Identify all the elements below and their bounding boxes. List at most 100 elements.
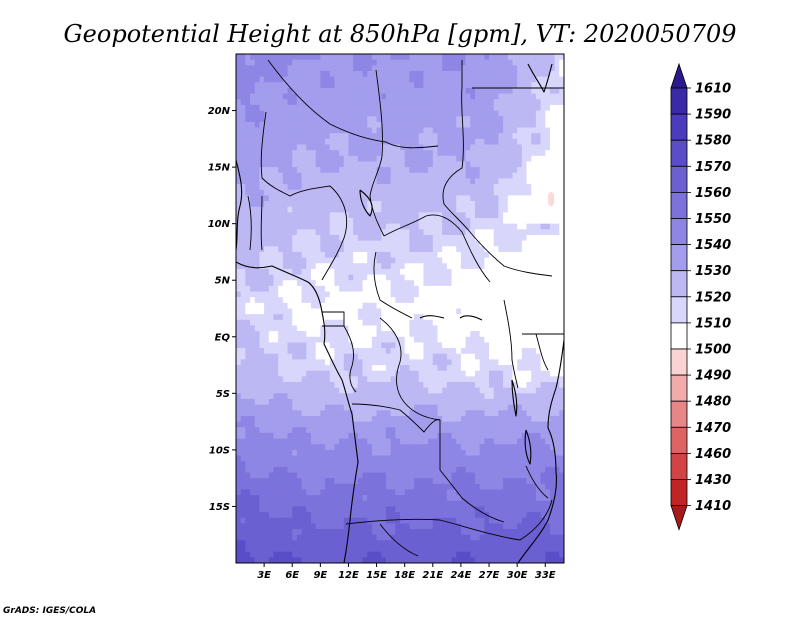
field-cell bbox=[437, 150, 443, 157]
field-cell bbox=[526, 229, 532, 236]
field-cell bbox=[549, 246, 556, 253]
field-cell bbox=[554, 59, 560, 66]
field-cell bbox=[400, 404, 406, 411]
field-cell bbox=[437, 195, 443, 202]
field-cell bbox=[465, 404, 471, 411]
field-cell bbox=[287, 110, 293, 117]
field-cell bbox=[484, 382, 490, 389]
field-cell bbox=[437, 76, 443, 83]
field-cell bbox=[554, 365, 560, 372]
field-cell bbox=[531, 393, 537, 400]
field-cell bbox=[371, 54, 378, 61]
field-cell bbox=[296, 161, 303, 168]
field-cell bbox=[479, 76, 485, 83]
field-cell bbox=[545, 240, 551, 247]
field-cell bbox=[428, 155, 434, 163]
field-cell bbox=[559, 206, 564, 213]
field-cell bbox=[545, 359, 551, 366]
field-cell bbox=[301, 415, 307, 423]
field-cell bbox=[479, 246, 485, 253]
field-cell bbox=[329, 444, 335, 451]
field-cell bbox=[329, 370, 335, 377]
field-cell bbox=[357, 251, 364, 259]
field-cell bbox=[320, 206, 326, 213]
field-cell bbox=[348, 393, 354, 400]
field-cell bbox=[428, 404, 434, 411]
field-cell bbox=[549, 376, 556, 383]
field-cell bbox=[390, 218, 396, 225]
field-cell bbox=[296, 59, 303, 66]
field-cell bbox=[310, 410, 317, 417]
field-cell bbox=[362, 427, 368, 434]
field-cell bbox=[385, 444, 392, 451]
field-cell bbox=[315, 410, 321, 417]
field-cell bbox=[512, 70, 518, 78]
field-cell bbox=[549, 178, 556, 185]
field-cell bbox=[268, 110, 275, 117]
field-cell bbox=[287, 285, 293, 293]
field-cell bbox=[498, 167, 504, 174]
field-cell bbox=[446, 268, 453, 276]
field-cell bbox=[503, 104, 509, 112]
field-cell bbox=[236, 331, 242, 338]
field-cell bbox=[446, 387, 453, 394]
field-cell bbox=[559, 421, 564, 428]
field-cell bbox=[465, 104, 471, 112]
field-cell bbox=[264, 325, 270, 332]
field-cell bbox=[334, 144, 340, 151]
field-cell bbox=[292, 76, 298, 83]
field-cell bbox=[446, 370, 453, 377]
field-cell bbox=[531, 297, 537, 304]
field-cell bbox=[367, 263, 373, 270]
field-cell bbox=[306, 234, 312, 242]
field-cell bbox=[498, 415, 504, 423]
field-cell bbox=[414, 155, 420, 163]
field-cell bbox=[465, 178, 471, 185]
field-cell bbox=[470, 59, 476, 66]
field-cell bbox=[437, 359, 443, 366]
field-cell bbox=[362, 99, 368, 106]
field-cell bbox=[245, 449, 251, 457]
field-cell bbox=[521, 104, 528, 112]
field-cell bbox=[334, 70, 340, 78]
field-cell bbox=[451, 444, 457, 451]
field-cell bbox=[245, 274, 251, 281]
field-cell bbox=[559, 150, 564, 157]
field-cell bbox=[498, 331, 504, 338]
field-cell bbox=[320, 291, 326, 298]
field-cell bbox=[517, 393, 523, 400]
field-cell bbox=[498, 376, 504, 383]
field-cell bbox=[400, 155, 406, 163]
field-cell bbox=[357, 178, 364, 185]
field-cell bbox=[414, 150, 420, 157]
field-cell bbox=[250, 449, 256, 457]
field-cell bbox=[353, 229, 359, 236]
field-cell bbox=[526, 99, 532, 106]
field-cell bbox=[540, 251, 546, 259]
field-cell bbox=[507, 155, 514, 163]
field-cell bbox=[549, 104, 556, 112]
field-cell bbox=[282, 427, 289, 434]
field-cell bbox=[264, 76, 270, 83]
field-cell bbox=[489, 178, 495, 185]
field-cell bbox=[245, 415, 251, 423]
field-cell bbox=[296, 444, 303, 451]
field-cell bbox=[329, 54, 335, 61]
field-cell bbox=[521, 161, 528, 168]
field-cell bbox=[460, 178, 467, 185]
field-cell bbox=[521, 82, 528, 89]
field-cell bbox=[423, 432, 429, 440]
field-cell bbox=[437, 410, 443, 417]
field-cell bbox=[451, 206, 457, 213]
field-cell bbox=[503, 359, 509, 366]
field-cell bbox=[353, 127, 359, 134]
field-cell bbox=[456, 54, 462, 61]
field-cell bbox=[362, 65, 368, 72]
field-cell bbox=[493, 365, 499, 372]
field-cell bbox=[526, 353, 532, 360]
field-cell bbox=[278, 263, 284, 270]
field-cell bbox=[545, 65, 551, 72]
field-cell bbox=[334, 404, 340, 411]
field-cell bbox=[315, 359, 321, 366]
field-cell bbox=[470, 234, 476, 242]
